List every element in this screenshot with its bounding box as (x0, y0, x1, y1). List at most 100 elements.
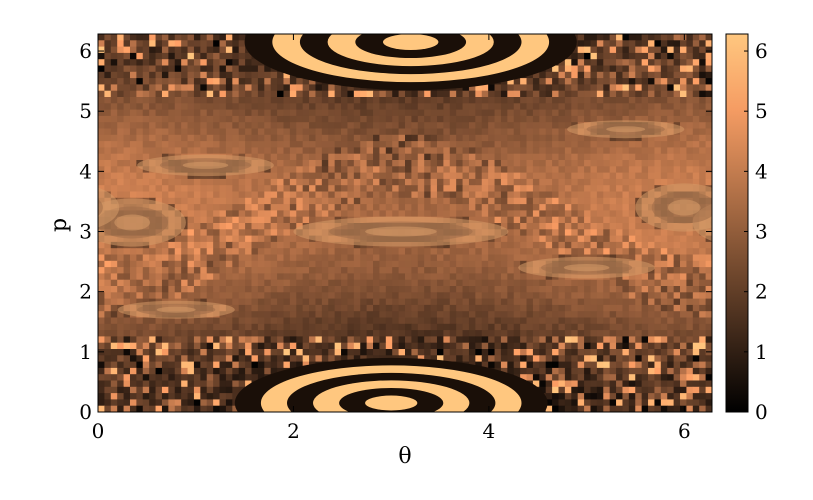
heatmap-cell (628, 286, 636, 293)
heatmap-cell (360, 109, 368, 117)
heatmap-cell (155, 260, 163, 268)
heatmap-cell (475, 134, 483, 142)
heatmap-cell (251, 153, 259, 161)
heatmap-cell (673, 78, 681, 85)
heatmap-cell (539, 109, 547, 117)
heatmap-cell (660, 304, 668, 312)
heatmap-cell (341, 185, 348, 192)
heatmap-cell (366, 115, 374, 123)
heatmap-cell (520, 292, 527, 299)
heatmap-cell (449, 311, 457, 318)
heatmap-cell (200, 210, 208, 218)
heatmap-cell (270, 248, 278, 255)
heatmap-cell (520, 204, 527, 211)
heatmap-cell (692, 59, 700, 66)
heatmap-cell (187, 59, 195, 66)
heatmap-cell (379, 323, 387, 331)
heatmap-cell (513, 330, 521, 337)
heatmap-cell (366, 90, 374, 98)
heatmap-cell (571, 317, 579, 325)
heatmap-cell (213, 59, 220, 66)
heatmap-cell (558, 223, 566, 230)
heatmap-cell (283, 311, 291, 318)
heatmap-cell (123, 317, 131, 325)
heatmap-cell (353, 349, 361, 356)
heatmap-cell (552, 115, 559, 123)
heatmap-cell (513, 122, 521, 129)
heatmap-cell (360, 185, 368, 192)
heatmap-cell (660, 248, 668, 255)
heatmap-cell (494, 185, 502, 192)
heatmap-cell (673, 147, 681, 155)
heatmap-cell (443, 178, 451, 186)
heatmap-cell (283, 349, 291, 356)
heatmap-cell (136, 166, 144, 173)
heatmap-cell (129, 267, 137, 274)
heatmap-cell (584, 197, 591, 205)
heatmap-cell (270, 317, 278, 325)
heatmap-cell (590, 172, 598, 180)
heatmap-cell (277, 147, 284, 155)
heatmap-cell (552, 336, 559, 344)
heatmap-cell (635, 90, 643, 98)
heatmap-cell (564, 97, 572, 104)
heatmap-cell (193, 71, 201, 79)
heatmap-cell (328, 204, 336, 211)
heatmap-cell (347, 191, 355, 199)
heatmap-cell (379, 191, 387, 199)
heatmap-cell (98, 241, 105, 249)
heatmap-cell (405, 336, 412, 344)
heatmap-cell (315, 122, 323, 129)
heatmap-cell (245, 178, 252, 186)
heatmap-cell (571, 323, 579, 331)
heatmap-cell (219, 336, 227, 344)
heatmap-cell (296, 241, 304, 249)
heatmap-cell (609, 153, 617, 161)
heatmap-cell (181, 178, 188, 186)
heatmap-cell (539, 134, 547, 142)
heatmap-cell (155, 330, 163, 337)
heatmap-cell (366, 254, 374, 262)
heatmap-cell (117, 90, 124, 98)
heatmap-cell (379, 286, 387, 293)
heatmap-cell (110, 34, 118, 41)
heatmap-cell (321, 267, 329, 274)
heatmap-cell (673, 141, 681, 148)
heatmap-cell (545, 235, 553, 243)
heatmap-cell (181, 330, 188, 337)
heatmap-cell (622, 109, 630, 117)
heatmap-cell (436, 210, 444, 218)
heatmap-cell (353, 254, 361, 262)
heatmap-cell (584, 34, 591, 41)
heatmap-cell (635, 223, 643, 230)
heatmap-cell (213, 128, 220, 136)
heatmap-cell (520, 160, 527, 167)
heatmap-cell (513, 298, 521, 306)
heatmap-cell (277, 210, 284, 218)
heatmap-cell (417, 90, 425, 98)
heatmap-cell (660, 59, 668, 66)
heatmap-cell (174, 342, 182, 350)
heatmap-cell (161, 260, 169, 268)
heatmap-cell (609, 178, 617, 186)
heatmap-cell (603, 109, 611, 117)
heatmap-cell (302, 304, 310, 312)
heatmap-cell (161, 40, 169, 47)
heatmap-cell (347, 311, 355, 318)
heatmap-cell (571, 349, 579, 356)
heatmap-cell (699, 128, 707, 136)
heatmap-cell (705, 141, 712, 148)
heatmap-cell (206, 197, 214, 205)
heatmap-cell (309, 330, 316, 337)
heatmap-cell (245, 134, 252, 142)
heatmap-cell (424, 273, 431, 281)
heatmap-cell (302, 241, 310, 249)
heatmap-cell (251, 172, 259, 180)
heatmap-cell (616, 84, 623, 92)
heatmap-cell (225, 78, 233, 85)
heatmap-cell (635, 52, 643, 60)
heatmap-cell (257, 311, 265, 318)
heatmap-cell (104, 298, 112, 306)
heatmap-cell (161, 84, 169, 92)
heatmap-cell (699, 141, 707, 148)
